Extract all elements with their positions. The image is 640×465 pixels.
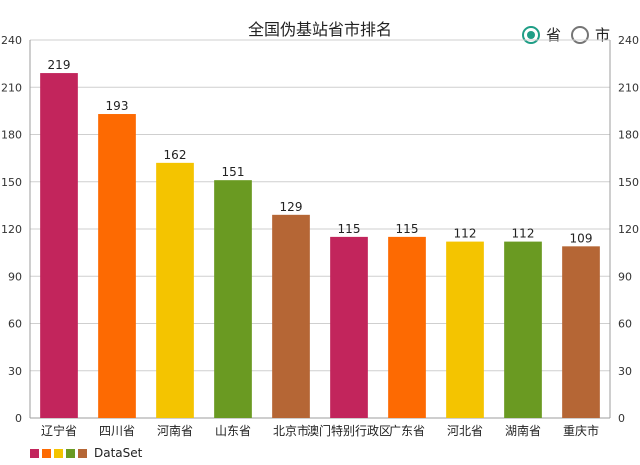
- y-tick-label-right: 240: [618, 34, 639, 47]
- y-tick-label-left: 210: [1, 81, 22, 94]
- chart-title: 全国伪基站省市排名: [247, 20, 392, 39]
- bar-value-label: 193: [106, 99, 129, 113]
- x-tick-label: 河南省: [157, 423, 193, 438]
- x-tick-label: 澳门特别行政区: [307, 423, 391, 438]
- bar: [446, 241, 484, 418]
- bar-value-label: 219: [48, 58, 71, 72]
- legend: DataSet: [30, 446, 142, 460]
- y-tick-label-left: 180: [1, 129, 22, 142]
- bar: [330, 236, 368, 418]
- x-tick-label: 河北省: [447, 424, 483, 438]
- bar-value-label: 109: [570, 231, 593, 245]
- bar-value-label: 112: [512, 227, 535, 241]
- legend-swatch: [78, 448, 87, 458]
- legend-swatch: [66, 448, 75, 458]
- bar: [214, 180, 252, 418]
- bar: [156, 162, 194, 418]
- y-tick-label-left: 90: [8, 270, 22, 283]
- x-tick-label: 北京市: [273, 423, 309, 438]
- y-tick-label-left: 240: [1, 34, 22, 47]
- legend-swatch: [30, 448, 39, 458]
- bar-value-label: 151: [222, 165, 245, 179]
- y-tick-label-left: 60: [8, 318, 22, 331]
- y-tick-label-right: 150: [618, 176, 639, 189]
- x-tick-label: 四川省: [99, 424, 135, 438]
- radio-checked-icon[interactable]: [522, 25, 540, 44]
- y-tick-label-right: 60: [618, 318, 632, 331]
- radio-unchecked-icon[interactable]: [571, 25, 590, 44]
- bar: [40, 73, 78, 418]
- y-tick-label-right: 30: [618, 365, 632, 378]
- bar-value-label: 112: [454, 227, 477, 241]
- y-tick-label-right: 210: [618, 81, 639, 94]
- legend-label: DataSet: [94, 446, 143, 460]
- x-tick-label: 辽宁省: [41, 423, 77, 438]
- x-tick-label: 湖南省: [505, 423, 541, 438]
- bar-value-label: 129: [280, 200, 303, 214]
- bar: [562, 246, 600, 418]
- bar: [504, 241, 542, 418]
- bar-value-label: 162: [164, 148, 187, 162]
- bar-value-label: 115: [396, 222, 419, 236]
- bar: [272, 214, 310, 418]
- x-tick-label: 重庆市: [563, 423, 599, 438]
- y-tick-label-left: 30: [8, 365, 22, 378]
- y-tick-label-left: 120: [1, 223, 22, 236]
- legend-swatch: [42, 448, 51, 458]
- x-tick-label: 广东省: [389, 424, 425, 438]
- y-tick-label-right: 90: [618, 270, 632, 283]
- y-tick-label-left: 150: [1, 176, 22, 189]
- y-tick-label-right: 180: [618, 129, 639, 142]
- y-tick-label-right: 120: [618, 223, 639, 236]
- bar-value-label: 115: [338, 222, 361, 236]
- y-tick-label-right: 0: [618, 412, 625, 425]
- bar: [98, 114, 136, 419]
- x-tick-label: 山东省: [215, 424, 251, 438]
- bar: [388, 236, 426, 418]
- y-tick-label-left: 0: [15, 412, 22, 425]
- legend-swatch: [54, 448, 63, 458]
